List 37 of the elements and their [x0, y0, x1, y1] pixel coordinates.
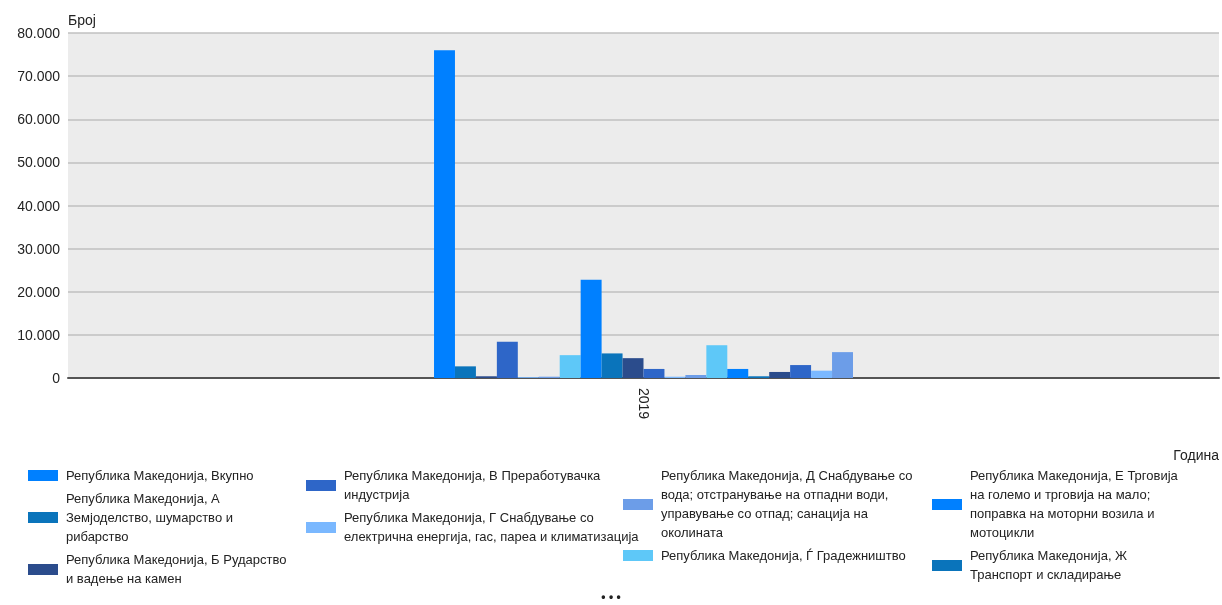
bar — [559, 355, 581, 378]
bar — [790, 365, 812, 378]
legend-label: Република Македонија, Ж Транспорт и складирање — [970, 547, 1129, 584]
bar — [727, 368, 749, 378]
legend-label: Република Македонија, Вкупно — [66, 467, 255, 485]
bar — [769, 371, 791, 378]
bar — [832, 352, 853, 378]
legend-label: Република Македонија, Б Рударство и вадење на камен — [66, 551, 288, 588]
bar — [811, 370, 833, 378]
legend-label: Република Македонија, Д Снабдување со вода; отстранување на отпадни води, управување со отпад; санација на околината — [661, 467, 914, 542]
legend-label: Република Македонија, В Преработувачка индустрија — [344, 467, 602, 504]
y-tick-label: 20.000 — [17, 283, 61, 300]
y-axis-title: Број — [68, 12, 96, 28]
y-tick-label: 50.000 — [17, 154, 61, 171]
legend-label: Република Македонија, Е Трговија на големо и трговија на мало; поправка на моторни возила и мотоцикли — [970, 467, 1179, 542]
y-tick-label: 30.000 — [17, 240, 61, 257]
x-axis-title: Година — [1173, 447, 1220, 463]
y-tick-label: 70.000 — [17, 68, 61, 85]
legend-label: Република Македонија, А Земјоделство, шумарство и рибарство — [66, 490, 234, 546]
bar — [706, 345, 728, 378]
x-tick-label: 2019 — [635, 388, 652, 420]
text: • • • — [601, 590, 621, 604]
bar — [454, 366, 476, 378]
bar — [496, 341, 518, 378]
bar — [580, 279, 602, 378]
y-tick-label: 10.000 — [17, 326, 61, 343]
bar — [601, 353, 623, 378]
legend-label: Република Македонија, Ѓ Градежништво — [661, 547, 907, 565]
y-tick-label: 80.000 — [17, 25, 61, 41]
bar — [685, 374, 707, 378]
bar — [643, 368, 665, 378]
legend-label: Република Македонија, Г Снабдување со електрична енергија, гас, пареа и климатизација — [344, 509, 640, 546]
y-tick-label: 0 — [52, 370, 61, 386]
y-tick-label: 60.000 — [17, 111, 61, 128]
bar — [434, 50, 455, 378]
y-tick-label: 40.000 — [17, 197, 61, 214]
bar — [622, 358, 644, 378]
